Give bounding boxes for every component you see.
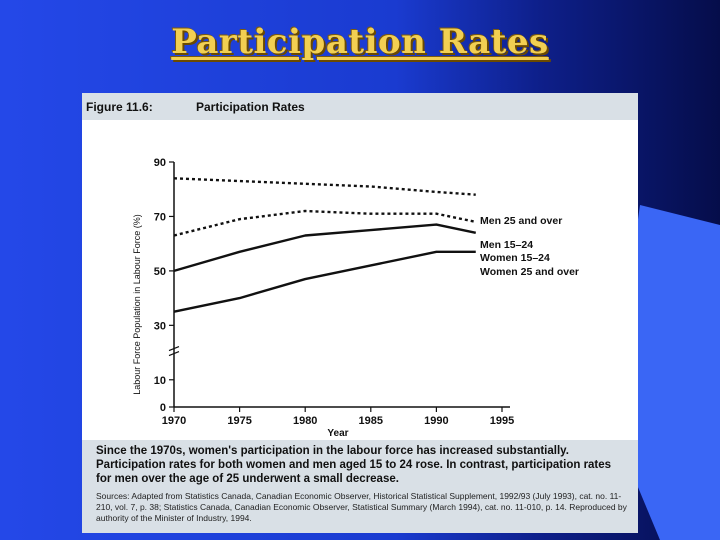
series-line [173, 177, 476, 196]
x-tick-label: 1980 [293, 415, 317, 427]
x-tick-label: 1985 [359, 415, 383, 427]
figure-title: Participation Rates [196, 100, 305, 114]
x-tick-label: 1970 [162, 415, 186, 427]
series-line [173, 250, 476, 313]
y-tick-label: 10 [154, 375, 166, 387]
figure-source: Sources: Adapted from Statistics Canada,… [96, 491, 627, 523]
slide-title: Participation Rates [171, 22, 549, 62]
series-line [173, 223, 477, 273]
x-axis-label: Year [327, 428, 348, 439]
y-tick-label: 70 [154, 211, 166, 223]
y-axis-label: Labour Force Population in Labour Force … [132, 214, 142, 395]
x-tick-label: 1975 [227, 415, 251, 427]
line-chart: 0 10 30 50 70 90 1970 1975 1980 1985 1990 1995 Year L… [132, 157, 579, 439]
series-line [173, 209, 477, 237]
x-tick-label: 1995 [490, 415, 514, 427]
chart-area: 0 10 30 50 70 90 1970 1975 1980 1985 1990 1995 Year L… [82, 120, 638, 440]
legend-entry: Men 25 and over [480, 215, 562, 227]
y-tick-label: 50 [154, 266, 166, 278]
caption-box: Since the 1970s, women's participation i… [82, 440, 638, 533]
figure-number: Figure 11.6: [86, 100, 153, 114]
legend-entry: Women 25 and over [480, 266, 579, 278]
figure-panel: Figure 11.6: Participation Rates 0 10 30 50… [82, 93, 638, 533]
figure-header: Figure 11.6: Participation Rates [82, 93, 638, 120]
y-tick-label: 30 [154, 320, 166, 332]
y-axis-break [168, 345, 180, 352]
y-tick-label: 0 [160, 402, 166, 414]
figure-caption: Since the 1970s, women's participation i… [96, 445, 612, 485]
legend-entry: Women 15–24 [480, 252, 550, 264]
y-axis-break [168, 350, 180, 357]
legend-entry: Men 15–24 [480, 239, 533, 251]
x-tick-label: 1990 [424, 415, 448, 427]
y-tick-label: 90 [154, 157, 166, 169]
